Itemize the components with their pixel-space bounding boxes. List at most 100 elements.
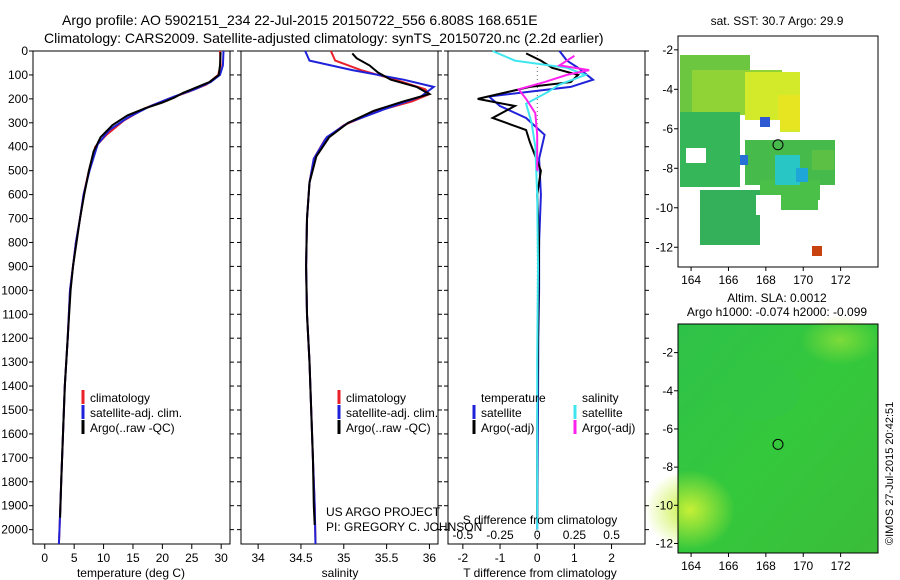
y-tick-label: 1700 bbox=[1, 451, 28, 465]
salinity-plot-frame bbox=[240, 50, 439, 545]
map-y-tick-label: -6 bbox=[662, 122, 673, 136]
map-x-tick-label: 168 bbox=[756, 559, 776, 573]
series-s-argo bbox=[516, 54, 590, 171]
map-x-tick-label: 164 bbox=[681, 559, 701, 573]
map-x-tick-label: 170 bbox=[793, 559, 813, 573]
sst-map-x-axis: 164 166 168 170 172 bbox=[681, 267, 851, 287]
y-tick-label: 800 bbox=[8, 235, 28, 249]
sla-map-frame bbox=[677, 323, 879, 554]
temperature-x-label: temperature (deg C) bbox=[77, 566, 185, 580]
sal-legend-label-satellite: satellite-adj. clim. bbox=[346, 406, 438, 420]
diff-legend-temp-title: temperature bbox=[481, 391, 546, 405]
y-tick-label: 1000 bbox=[1, 283, 28, 297]
series-satellite bbox=[304, 50, 437, 545]
salinity-y-axis bbox=[237, 50, 442, 531]
y-tick-label: 1800 bbox=[1, 475, 28, 489]
map-y-tick-label: -4 bbox=[662, 384, 673, 398]
credit-pi: PI: GREGORY C. JOHNSON bbox=[326, 520, 482, 534]
legend-label-satellite: satellite-adj. clim. bbox=[90, 406, 182, 420]
x-tick-label: -2 bbox=[458, 551, 469, 565]
x-tick-label: 25 bbox=[185, 551, 199, 565]
x-tick-label: 1 bbox=[571, 551, 578, 565]
map-x-tick-label: 168 bbox=[756, 273, 776, 287]
y-tick-label: 100 bbox=[8, 68, 28, 82]
map-x-tick-label: 172 bbox=[831, 559, 851, 573]
legend-label-argo: Argo(..raw -QC) bbox=[90, 421, 175, 435]
map-y-tick-label: -8 bbox=[662, 161, 673, 175]
salinity-x-axis: 34 34.5 35 35.5 36 bbox=[251, 544, 436, 565]
sla-map-argo-marker bbox=[772, 438, 784, 450]
x-tick-label: 0 bbox=[41, 551, 48, 565]
diff-legend-label-t-satellite: satellite bbox=[481, 406, 522, 420]
x-tick-label: 20 bbox=[156, 551, 170, 565]
difference-y-axis bbox=[444, 50, 649, 531]
series-t-argo bbox=[477, 52, 581, 518]
salinity-x-label: salinity bbox=[322, 566, 359, 580]
series-argo bbox=[59, 52, 222, 518]
y-tick-label: 1400 bbox=[1, 379, 28, 393]
map-y-tick-label: -12 bbox=[656, 536, 674, 550]
diff-legend-label-s-argo: Argo(-adj) bbox=[582, 421, 635, 435]
y-tick-label: 1300 bbox=[1, 355, 28, 369]
x-tick-label: 36 bbox=[423, 551, 437, 565]
temperature-y-axis: 0 100 200 300 400 500 600 700 800 900 1000 1100 1200… bbox=[1, 44, 234, 537]
temperature-plot-frame bbox=[32, 50, 231, 545]
map-x-tick-label: 172 bbox=[831, 273, 851, 287]
map-y-tick-label: -4 bbox=[662, 82, 673, 96]
difference-plot-frame bbox=[447, 50, 646, 545]
sla-map-x-axis: 164 166 168 170 172 bbox=[681, 553, 851, 573]
diff-legend-label-s-satellite: satellite bbox=[582, 406, 623, 420]
x-tick-label: 34 bbox=[251, 551, 265, 565]
series-argo bbox=[305, 52, 432, 525]
legend-label-climatology: climatology bbox=[90, 391, 150, 405]
top-x-tick-label: -0.25 bbox=[486, 528, 514, 542]
series-climatology bbox=[305, 50, 432, 545]
y-tick-label: 1500 bbox=[1, 403, 28, 417]
y-tick-label: 300 bbox=[8, 116, 28, 130]
sal-legend-label-climatology: climatology bbox=[346, 391, 406, 405]
y-tick-label: 700 bbox=[8, 212, 28, 226]
difference-x-axis: -2 -1 0 1 2-0.5 -0.25 0 0.25 0.5 bbox=[453, 51, 620, 565]
diff-legend-sal-title: salinity bbox=[582, 391, 619, 405]
series-s-satellite bbox=[492, 50, 589, 530]
x-tick-label: 35 bbox=[337, 551, 351, 565]
x-tick-label: 2 bbox=[608, 551, 615, 565]
sla-map-title: Altim. SLA: 0.0012 bbox=[727, 291, 827, 305]
x-tick-label: 10 bbox=[97, 551, 111, 565]
salinity-legend: climatology satellite-adj. clim. Argo(..… bbox=[337, 390, 438, 435]
imos-credit: ©IMOS 27-Jul-2015 20:42:51 bbox=[884, 402, 896, 545]
map-x-tick-label: 166 bbox=[718, 559, 738, 573]
series-satellite bbox=[57, 50, 225, 545]
map-y-tick-label: -2 bbox=[662, 346, 673, 360]
temperature-legend: climatology satellite-adj. clim. Argo(..… bbox=[81, 390, 182, 435]
map-x-tick-label: 166 bbox=[718, 273, 738, 287]
diff-legend-label-t-argo: Argo(-adj) bbox=[481, 421, 534, 435]
x-tick-label: 34.5 bbox=[289, 551, 313, 565]
map-y-tick-label: -10 bbox=[656, 498, 674, 512]
sal-legend-label-argo: Argo(..raw -QC) bbox=[346, 421, 431, 435]
y-tick-label: 1900 bbox=[1, 499, 28, 513]
x-tick-label: 30 bbox=[214, 551, 228, 565]
x-tick-label: 0 bbox=[534, 551, 541, 565]
salinity-profiles bbox=[304, 50, 437, 545]
sla-map-field bbox=[645, 315, 880, 553]
x-tick-label: 15 bbox=[126, 551, 140, 565]
sst-map-frame bbox=[677, 35, 879, 268]
sla-map-subtitle: Argo h1000: -0.074 h2000: -0.099 bbox=[687, 305, 867, 319]
map-y-tick-label: -12 bbox=[656, 240, 674, 254]
x-tick-label: 5 bbox=[71, 551, 78, 565]
sst-map-title: sat. SST: 30.7 Argo: 29.9 bbox=[711, 14, 844, 28]
temperature-x-axis: 0 5 10 15 20 25 30 bbox=[41, 544, 228, 565]
sla-map-y-axis: -2 -4 -6 -8 -10 -12 bbox=[656, 346, 678, 550]
y-tick-label: 600 bbox=[8, 188, 28, 202]
y-tick-label: 200 bbox=[8, 92, 28, 106]
y-tick-label: 1600 bbox=[1, 427, 28, 441]
top-x-tick-label: 0.5 bbox=[603, 528, 620, 542]
x-tick-label: -1 bbox=[495, 551, 506, 565]
y-tick-label: 900 bbox=[8, 259, 28, 273]
header-line-2: Climatology: CARS2009. Satellite-adjuste… bbox=[44, 30, 604, 46]
y-tick-label: 2000 bbox=[1, 523, 28, 537]
x-tick-label: 35.5 bbox=[375, 551, 399, 565]
top-x-tick-label: -0.5 bbox=[453, 528, 474, 542]
